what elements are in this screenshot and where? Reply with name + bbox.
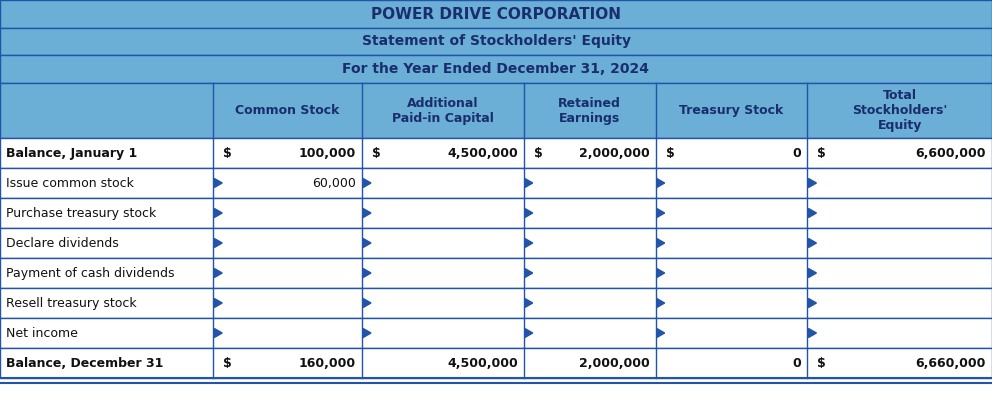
Text: Treasury Stock: Treasury Stock xyxy=(680,104,784,117)
Text: Balance, December 31: Balance, December 31 xyxy=(6,356,164,369)
Polygon shape xyxy=(363,268,371,277)
Text: 4,500,000: 4,500,000 xyxy=(447,146,518,159)
Text: 0: 0 xyxy=(793,146,802,159)
Bar xyxy=(0,288,992,318)
Bar xyxy=(0,258,992,288)
Polygon shape xyxy=(808,328,816,337)
Text: POWER DRIVE CORPORATION: POWER DRIVE CORPORATION xyxy=(371,7,621,21)
Text: For the Year Ended December 31, 2024: For the Year Ended December 31, 2024 xyxy=(342,62,650,76)
Text: Declare dividends: Declare dividends xyxy=(6,236,119,249)
Bar xyxy=(0,168,992,198)
Text: 2,000,000: 2,000,000 xyxy=(579,356,650,369)
Bar xyxy=(0,0,992,28)
Text: 0: 0 xyxy=(793,356,802,369)
Polygon shape xyxy=(363,298,371,307)
Bar xyxy=(0,198,992,228)
Polygon shape xyxy=(657,208,665,217)
Polygon shape xyxy=(363,238,371,247)
Polygon shape xyxy=(808,268,816,277)
Polygon shape xyxy=(363,178,371,187)
Text: $: $ xyxy=(666,146,675,159)
Text: 160,000: 160,000 xyxy=(299,356,356,369)
Bar xyxy=(0,138,992,168)
Polygon shape xyxy=(214,268,222,277)
Text: Purchase treasury stock: Purchase treasury stock xyxy=(6,206,156,219)
Text: Statement of Stockholders' Equity: Statement of Stockholders' Equity xyxy=(361,35,631,48)
Text: $: $ xyxy=(223,146,232,159)
Polygon shape xyxy=(657,178,665,187)
Text: Total
Stockholders'
Equity: Total Stockholders' Equity xyxy=(852,89,947,132)
Polygon shape xyxy=(808,178,816,187)
Text: 6,600,000: 6,600,000 xyxy=(916,146,986,159)
Polygon shape xyxy=(525,178,533,187)
Polygon shape xyxy=(657,238,665,247)
Text: $: $ xyxy=(223,356,232,369)
Text: Payment of cash dividends: Payment of cash dividends xyxy=(6,266,175,279)
Bar xyxy=(0,318,992,348)
Text: $: $ xyxy=(817,356,826,369)
Polygon shape xyxy=(657,328,665,337)
Text: Net income: Net income xyxy=(6,326,77,339)
Text: 2,000,000: 2,000,000 xyxy=(579,146,650,159)
Polygon shape xyxy=(363,208,371,217)
Text: $: $ xyxy=(534,146,543,159)
Polygon shape xyxy=(525,238,533,247)
Text: Additional
Paid-in Capital: Additional Paid-in Capital xyxy=(392,97,494,125)
Polygon shape xyxy=(214,238,222,247)
Polygon shape xyxy=(525,298,533,307)
Text: Retained
Earnings: Retained Earnings xyxy=(558,97,621,125)
Polygon shape xyxy=(808,208,816,217)
Text: 100,000: 100,000 xyxy=(299,146,356,159)
Polygon shape xyxy=(657,268,665,277)
Text: $: $ xyxy=(372,146,381,159)
Polygon shape xyxy=(808,298,816,307)
Polygon shape xyxy=(214,208,222,217)
Bar xyxy=(0,83,992,138)
Text: Common Stock: Common Stock xyxy=(235,104,340,117)
Bar xyxy=(0,55,992,83)
Text: 6,660,000: 6,660,000 xyxy=(916,356,986,369)
Text: Balance, January 1: Balance, January 1 xyxy=(6,146,137,159)
Text: Issue common stock: Issue common stock xyxy=(6,176,134,189)
Polygon shape xyxy=(525,208,533,217)
Text: 60,000: 60,000 xyxy=(312,176,356,189)
Bar xyxy=(0,228,992,258)
Polygon shape xyxy=(214,298,222,307)
Polygon shape xyxy=(214,178,222,187)
Polygon shape xyxy=(363,328,371,337)
Text: $: $ xyxy=(817,146,826,159)
Polygon shape xyxy=(808,238,816,247)
Bar xyxy=(0,348,992,378)
Polygon shape xyxy=(525,328,533,337)
Text: Resell treasury stock: Resell treasury stock xyxy=(6,296,137,309)
Bar xyxy=(0,28,992,55)
Polygon shape xyxy=(214,328,222,337)
Text: 4,500,000: 4,500,000 xyxy=(447,356,518,369)
Polygon shape xyxy=(525,268,533,277)
Polygon shape xyxy=(657,298,665,307)
